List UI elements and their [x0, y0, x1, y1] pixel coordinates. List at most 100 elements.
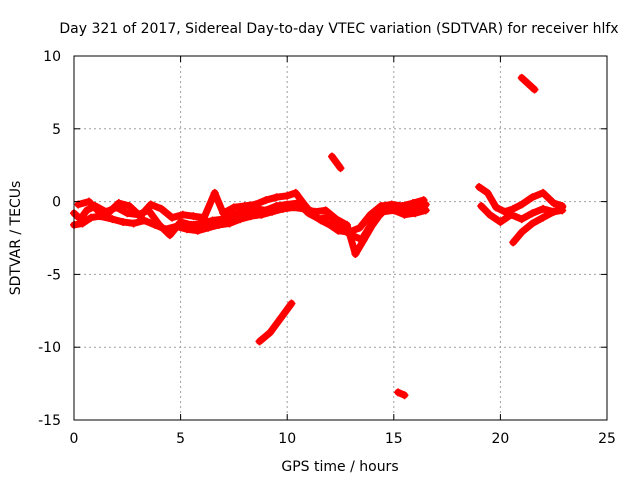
data-point — [165, 231, 174, 240]
data-series-track-i — [509, 203, 567, 247]
data-point — [82, 206, 91, 215]
data-point — [321, 206, 330, 215]
data-point — [530, 85, 539, 94]
data-point — [419, 196, 428, 205]
y-tick-label: -10 — [38, 340, 61, 356]
data-point — [558, 203, 567, 212]
data-point — [317, 216, 326, 225]
data-point — [276, 314, 285, 323]
data-point — [287, 299, 296, 308]
data-point — [291, 188, 300, 197]
data-point — [236, 215, 245, 224]
data-point — [477, 201, 486, 210]
y-axis-label: SDTVAR / TECUs — [8, 181, 24, 296]
data-point — [114, 199, 123, 208]
data-point — [517, 215, 526, 224]
data-point — [87, 213, 96, 222]
y-tick-label: 10 — [43, 49, 61, 65]
data-point — [266, 328, 275, 337]
data-point — [255, 337, 264, 346]
data-point — [492, 203, 501, 212]
data-point — [204, 223, 213, 232]
data-point — [342, 220, 351, 229]
data-point — [151, 220, 160, 229]
data-point — [517, 228, 526, 237]
data-point — [214, 220, 223, 229]
x-tick-label: 5 — [176, 431, 185, 447]
data-point — [200, 213, 209, 222]
data-point — [161, 225, 170, 234]
data-point — [509, 238, 518, 247]
data-point — [394, 388, 403, 397]
data-track — [256, 300, 295, 345]
data-point — [240, 201, 249, 210]
data-point — [336, 164, 345, 173]
data-point — [125, 201, 134, 210]
data-point — [219, 209, 228, 218]
data-point — [377, 201, 386, 210]
data-point — [400, 391, 409, 400]
data-point — [178, 210, 187, 219]
data-point — [140, 216, 149, 225]
data-point — [408, 199, 417, 208]
data-series-track-g — [475, 183, 567, 216]
axis-ticks: 0 5 10 15 20 25 -15 -10 -5 0 5 10 — [38, 49, 616, 447]
data-series-track-e — [327, 152, 345, 173]
data-series-track-c — [74, 188, 428, 237]
data-point — [387, 200, 396, 209]
data-track — [475, 183, 566, 216]
data-point — [225, 219, 234, 228]
grid — [74, 56, 607, 420]
data-point — [345, 228, 354, 237]
data-point — [334, 226, 343, 235]
data-point — [368, 220, 377, 229]
x-tick-label: 10 — [278, 431, 296, 447]
data-point — [229, 210, 238, 219]
data-point — [509, 204, 518, 213]
plot-frame — [73, 55, 608, 421]
data-point — [400, 210, 409, 219]
data-point — [539, 204, 548, 213]
data-point — [246, 212, 255, 221]
data-point — [278, 204, 287, 213]
data-point — [168, 213, 177, 222]
data-track — [328, 153, 344, 172]
x-tick-label: 25 — [598, 431, 616, 447]
data-point — [268, 207, 277, 216]
data-point — [251, 200, 260, 209]
data-point — [507, 210, 516, 219]
data-point — [483, 188, 492, 197]
chart-title: Day 321 of 2017, Sidereal Day-to-day VTE… — [59, 21, 618, 37]
data-point — [332, 215, 341, 224]
data-point — [172, 222, 181, 231]
data-point — [327, 152, 336, 161]
data-point — [496, 217, 505, 226]
data-point — [528, 209, 537, 218]
data-point — [84, 197, 93, 206]
data-point — [359, 235, 368, 244]
data-point — [549, 207, 558, 216]
data-point — [485, 210, 494, 219]
data-point — [129, 219, 138, 228]
data-series-track-d — [255, 299, 296, 346]
data-point — [157, 204, 166, 213]
data-point — [517, 200, 526, 209]
plot-area — [70, 73, 567, 400]
y-tick-label: -15 — [38, 413, 61, 429]
data-point — [283, 191, 292, 200]
data-point — [189, 212, 198, 221]
data-point — [93, 206, 102, 215]
data-point — [119, 217, 128, 226]
data-point — [182, 225, 191, 234]
data-point — [475, 183, 484, 192]
data-point — [549, 199, 558, 208]
data-series-track-j — [517, 73, 539, 94]
y-tick-label: 0 — [52, 195, 61, 211]
y-tick-label: -5 — [47, 267, 61, 283]
data-point — [351, 250, 360, 259]
data-point — [528, 219, 537, 228]
data-point — [524, 79, 533, 88]
data-point — [210, 188, 219, 197]
y-tick-label: 5 — [52, 122, 61, 138]
data-point — [539, 213, 548, 222]
